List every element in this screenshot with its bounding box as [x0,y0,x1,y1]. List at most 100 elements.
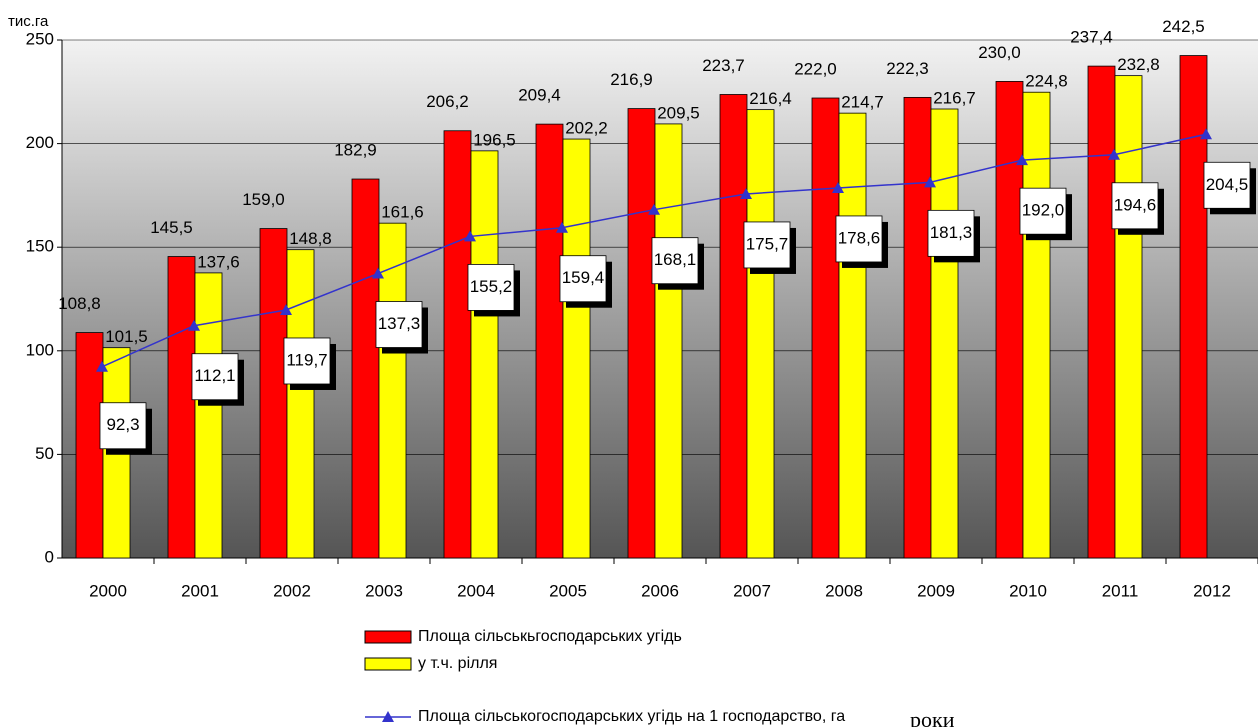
bar-value-label: 148,8 [289,229,332,248]
bar [1114,75,1143,559]
bar-value-label: 232,8 [1117,55,1160,74]
bar-value-label: 214,7 [841,93,884,112]
bar [627,108,656,559]
bar [1179,55,1208,559]
line-marker [372,267,384,279]
x-tick-label: 2004 [457,581,495,600]
line-marker [280,303,292,315]
line-value-label: 181,3 [930,223,973,242]
x-tick-label: 2008 [825,581,863,600]
bar-value-label: 242,5 [1162,17,1205,36]
line-value-label: 137,3 [378,314,421,333]
bar [995,81,1024,559]
x-tick-label: 2006 [641,581,679,600]
bar-value-label: 206,2 [426,92,469,111]
x-tick-label: 2007 [733,581,771,600]
bar [719,94,748,559]
label-box [559,255,607,303]
legend-marker [382,711,394,722]
line-value-label: 178,6 [838,228,881,247]
label-box [835,215,883,263]
x-tick-label: 2002 [273,581,311,600]
bar [903,96,932,559]
label-box [99,402,147,450]
bar-value-label: 216,4 [749,89,792,108]
label-box [1019,187,1067,235]
bar [1022,91,1051,559]
line-marker [924,176,936,188]
line-value-label: 204,5 [1206,175,1249,194]
line-value-label: 194,6 [1114,195,1157,214]
label-box [283,337,331,385]
line-value-label: 159,4 [562,268,605,287]
bar [746,109,775,559]
x-tick-label: 2001 [181,581,219,600]
y-tick-label: 150 [26,237,54,256]
bar [286,249,315,559]
bar-value-label: 137,6 [197,252,240,271]
bar-value-label: 159,0 [242,190,285,209]
y-tick-label: 0 [45,547,54,566]
line-marker [556,221,568,233]
bar-value-label: 161,6 [381,203,424,222]
bar-value-label: 224,8 [1025,72,1068,91]
line-value-label: 112,1 [194,366,235,385]
y-tick-label: 100 [26,340,54,359]
label-box [191,353,239,401]
bar [194,272,223,559]
bar-value-label: 237,4 [1070,28,1113,47]
line-marker [1200,128,1212,140]
line-value-label: 155,2 [470,277,513,296]
bar [811,97,840,559]
legend-label: Площа сільськогосподарських угідь на 1 г… [418,708,845,725]
line-value-label: 175,7 [746,234,789,253]
line-marker [648,203,660,215]
bar-value-label: 209,4 [518,86,561,105]
bar-value-label: 216,7 [933,88,976,107]
bar [351,178,380,559]
legend-swatch [364,657,412,671]
bar-value-label: 230,0 [978,43,1021,62]
x-axis-label: роки [910,707,955,727]
line-marker [1108,148,1120,160]
bar-value-label: 222,3 [886,59,929,78]
x-tick-label: 2011 [1102,581,1139,600]
bar [654,123,683,559]
line-marker [832,181,844,193]
label-box [927,209,975,257]
label-box [743,221,791,269]
line-value-label: 92,3 [106,415,139,434]
legend-swatch [364,630,412,644]
y-tick-label: 50 [35,444,54,463]
label-box [1111,182,1159,230]
bar-value-label: 222,0 [794,60,837,79]
x-tick-label: 2003 [365,581,403,600]
bar-value-label: 145,5 [150,218,193,237]
legend-label: Площа сільськьгосподарських угідь [418,628,682,645]
label-box [375,301,423,348]
bar-value-label: 108,8 [58,294,101,313]
line-value-label: 168,1 [654,250,697,269]
line-marker [464,230,476,242]
bar [930,108,959,559]
bar [838,112,867,559]
bar [167,256,196,559]
bar-value-label: 101,5 [105,327,148,346]
bar-value-label: 202,2 [565,119,608,138]
bar-value-label: 209,5 [657,103,700,122]
bar-value-label: 196,5 [473,130,516,149]
y-tick-label: 200 [26,133,54,152]
bar [535,123,564,559]
bar [1087,65,1116,559]
bar [259,228,288,559]
label-box [651,237,699,285]
label-box [467,264,515,311]
bar [562,138,591,559]
line-marker [96,360,108,372]
bar-value-label: 216,9 [610,70,653,89]
bar [378,222,407,559]
x-tick-label: 2005 [549,581,587,600]
x-tick-label: 2012 [1193,581,1231,600]
bar [470,150,499,559]
